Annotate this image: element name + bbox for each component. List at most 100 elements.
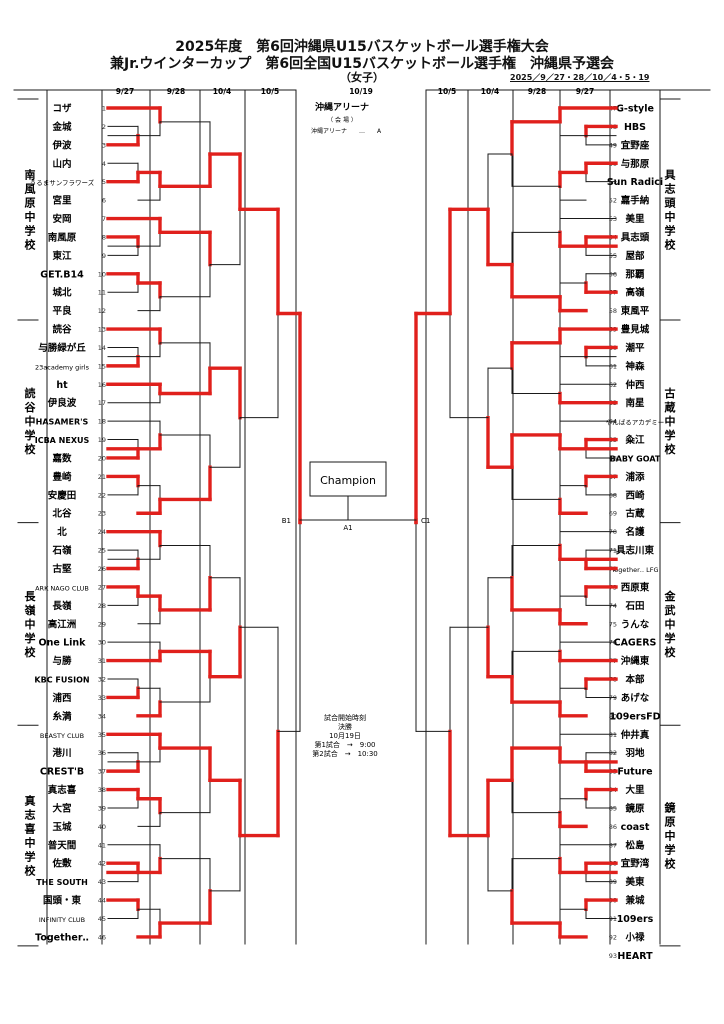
zone-label: 中 (25, 209, 36, 223)
round-header-left-1: 9/27 (116, 87, 134, 96)
champion-label: Champion (320, 474, 376, 487)
team-seed: 10 (98, 270, 106, 278)
team-name: 鏡原 (625, 802, 645, 814)
tournament-subtitle: 兼Jr.ウインターカップ 第6回全国U15バスケットボール選手権 沖縄県予選会 (109, 56, 615, 72)
team-name: Future (617, 767, 652, 778)
team-name: ht (56, 380, 68, 391)
team-seed: 20 (98, 454, 106, 462)
team-seed: 17 (98, 399, 106, 407)
zone-label: 志 (665, 181, 676, 195)
team-name: 豊見城 (621, 324, 650, 336)
team-seed: 8 (102, 233, 106, 241)
round-header-right-2: 10/4 (481, 87, 499, 96)
team-name: 羽地 (625, 747, 645, 759)
team-seed: 92 (609, 933, 617, 941)
venue-label: （ 会 場 ） (327, 116, 357, 124)
team-name: 高嶺 (625, 287, 645, 299)
team-name: CAGERS (614, 638, 657, 649)
team-seed: 36 (98, 749, 106, 757)
round-header-right-3: 9/28 (528, 87, 546, 96)
venue-name: 沖縄アリーナ (315, 101, 369, 113)
zone-label: 蔵 (665, 400, 676, 414)
team-seed: 41 (98, 841, 106, 849)
team-name: ARK NAGO CLUB (35, 584, 89, 592)
team-name: 真志喜 (48, 784, 77, 796)
zone-label: 谷 (25, 400, 37, 414)
team-name: 高江洲 (48, 618, 77, 630)
team-seed: 15 (98, 362, 106, 370)
team-seed: 13 (98, 326, 106, 334)
zone-label: 中 (665, 414, 676, 428)
team-name: G-style (616, 104, 654, 115)
team-name: 南風原 (48, 231, 77, 243)
team-seed: 28 (98, 602, 106, 610)
team-name: 西崎 (625, 489, 645, 501)
team-seed: 33 (98, 694, 106, 702)
team-seed: 39 (98, 804, 106, 812)
team-name: 嘉手納 (620, 195, 650, 207)
schedule-game2: 第2試合 → 10:30 (312, 749, 378, 758)
team-name: 嘉数 (51, 452, 72, 464)
tournament-title: 2025年度 第6回沖縄県U15バスケットボール選手権大会 (175, 39, 549, 55)
team-name: 南星 (625, 397, 645, 409)
team-seed: 93 (609, 952, 617, 960)
team-name: Together‥ (35, 932, 89, 943)
round-header-left-3: 10/4 (213, 87, 231, 96)
team-name: HEART (617, 951, 653, 962)
team-seed: 22 (98, 491, 106, 499)
team-name: 潮平 (625, 342, 645, 354)
schedule-final: 決勝 (338, 722, 352, 731)
team-seed: 86 (609, 823, 617, 831)
team-name: 糸満 (52, 710, 72, 722)
team-name: コザ (52, 104, 72, 115)
zone-label: 風 (25, 182, 36, 195)
venue-line: 沖縄アリーナ … A (311, 127, 382, 135)
zone-label: 鏡 (665, 801, 676, 815)
team-seed: 19 (98, 436, 106, 444)
team-name: 宜野湾 (621, 858, 650, 870)
team-seed: 1 (102, 105, 106, 113)
tournament-dates: 2025／9／27・28／10／4・5・19 (510, 73, 650, 82)
zone-label: 原 (25, 196, 36, 209)
team-seed: 2 (102, 123, 106, 131)
team-seed: 9 (102, 252, 106, 260)
team-name: 粂江 (624, 434, 645, 446)
team-seed: 34 (98, 712, 106, 720)
zone-label: 原 (665, 816, 676, 829)
team-name: One Link (39, 638, 87, 649)
team-name: 古堅 (52, 563, 72, 575)
team-name: 具志頭 (620, 231, 650, 243)
team-name: 松島 (625, 839, 645, 851)
team-name: 那覇 (625, 268, 645, 280)
team-seed: 29 (98, 620, 106, 628)
round-header-right-4: 9/27 (576, 87, 594, 96)
team-seed: 3 (102, 141, 106, 149)
team-name: INFINITY CLUB (39, 916, 85, 924)
team-name: 109ersFD (610, 711, 661, 722)
team-name: 普天間 (48, 839, 77, 851)
team-name: やんばるアカデミー (606, 418, 665, 427)
team-seed: 40 (98, 823, 106, 831)
team-name: 美東 (624, 876, 645, 888)
team-name: 伊良波 (47, 397, 77, 409)
round-header-right-1: 10/5 (438, 87, 456, 96)
zone-label: 学 (25, 631, 36, 645)
team-seed: 30 (98, 639, 106, 647)
zone-label: 喜 (25, 822, 36, 836)
team-seed: 58 (609, 307, 617, 315)
team-name: 沖縄東 (621, 655, 650, 667)
team-name: 23academy girls (35, 363, 90, 371)
zone-label: 武 (665, 603, 676, 617)
team-seed: 23 (98, 510, 106, 518)
team-seed: 75 (609, 620, 617, 628)
team-name: 美里 (624, 213, 645, 225)
zone-label: 長 (25, 590, 37, 603)
team-seed: 37 (98, 768, 106, 776)
zone-label: 学 (25, 223, 36, 237)
team-seed: 25 (98, 547, 106, 555)
team-seed: 35 (98, 731, 106, 739)
team-name: CREST'B (40, 767, 84, 778)
team-name: 与勝 (52, 655, 72, 667)
team-name: 石田 (624, 601, 644, 612)
